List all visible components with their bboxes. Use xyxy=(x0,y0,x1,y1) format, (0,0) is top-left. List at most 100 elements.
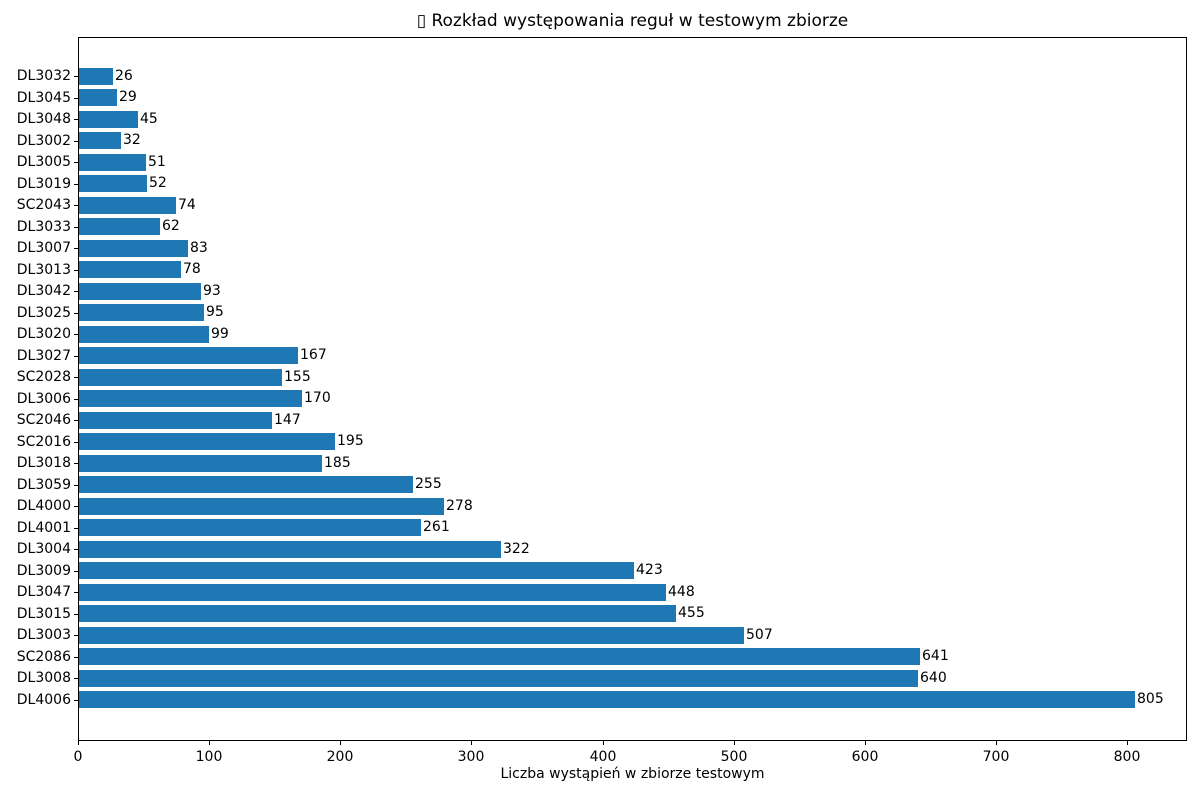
bar xyxy=(79,261,181,278)
bar-value-label: 93 xyxy=(203,283,221,299)
bar xyxy=(79,326,209,343)
bar-value-label: 261 xyxy=(423,519,450,535)
y-tick-mark xyxy=(74,141,78,142)
y-axis-category-label: DL3059 xyxy=(16,477,71,493)
bar xyxy=(79,648,920,665)
y-axis-category-label: SC2028 xyxy=(16,369,71,385)
y-tick-mark xyxy=(74,420,78,421)
y-tick-mark xyxy=(74,291,78,292)
bar xyxy=(79,498,444,515)
bar-value-label: 448 xyxy=(668,584,695,600)
bar-value-label: 322 xyxy=(503,541,530,557)
bar-value-label: 29 xyxy=(119,89,137,105)
bar xyxy=(79,283,201,300)
y-tick-mark xyxy=(74,678,78,679)
bar xyxy=(79,68,113,85)
bar-value-label: 805 xyxy=(1137,691,1164,707)
bar-value-label: 507 xyxy=(746,627,773,643)
bar xyxy=(79,154,146,171)
chart-title: ▯ Rozkład występowania reguł w testowym … xyxy=(416,11,849,31)
y-tick-mark xyxy=(74,485,78,486)
bar-value-label: 26 xyxy=(115,68,133,84)
y-axis-category-label: DL3004 xyxy=(16,541,71,557)
y-tick-mark xyxy=(74,399,78,400)
x-tick-mark xyxy=(1127,741,1128,745)
bar xyxy=(79,605,676,622)
bar xyxy=(79,412,272,429)
bar-value-label: 95 xyxy=(206,304,224,320)
y-axis-category-label: DL3047 xyxy=(16,584,71,600)
x-tick-label: 400 xyxy=(589,749,617,765)
x-tick-label: 300 xyxy=(457,749,485,765)
bar-value-label: 32 xyxy=(123,132,141,148)
x-tick-label: 200 xyxy=(326,749,354,765)
bar xyxy=(79,519,421,536)
bar-value-label: 185 xyxy=(324,455,351,471)
x-tick-mark xyxy=(996,741,997,745)
bar-value-label: 62 xyxy=(162,218,180,234)
y-axis-category-label: DL3045 xyxy=(16,90,71,106)
y-tick-mark xyxy=(74,227,78,228)
y-axis-category-label: DL4006 xyxy=(16,692,71,708)
y-tick-mark xyxy=(74,506,78,507)
bar-value-label: 51 xyxy=(148,154,166,170)
bar-value-label: 195 xyxy=(337,433,364,449)
bar xyxy=(79,670,918,687)
y-tick-mark xyxy=(74,119,78,120)
y-axis-category-label: DL3032 xyxy=(16,68,71,84)
bar-value-label: 45 xyxy=(140,111,158,127)
y-tick-mark xyxy=(74,184,78,185)
y-axis-category-label: DL3020 xyxy=(16,326,71,342)
bar xyxy=(79,433,335,450)
bar xyxy=(79,347,298,364)
y-axis-category-label: DL3048 xyxy=(16,111,71,127)
bar-value-label: 147 xyxy=(274,412,301,428)
bar xyxy=(79,627,744,644)
y-axis-category-label: DL3019 xyxy=(16,176,71,192)
y-axis-category-label: DL3025 xyxy=(16,305,71,321)
y-tick-mark xyxy=(74,592,78,593)
y-tick-mark xyxy=(74,76,78,77)
bar xyxy=(79,218,160,235)
y-axis-category-label: DL3027 xyxy=(16,348,71,364)
y-axis-category-label: DL3033 xyxy=(16,219,71,235)
x-tick-label: 100 xyxy=(195,749,223,765)
bar xyxy=(79,197,176,214)
bar-value-label: 74 xyxy=(178,197,196,213)
y-tick-mark xyxy=(74,205,78,206)
bar xyxy=(79,476,413,493)
x-tick-mark xyxy=(603,741,604,745)
bar xyxy=(79,691,1135,708)
y-axis-category-label: DL3003 xyxy=(16,627,71,643)
y-axis-category-label: DL3008 xyxy=(16,670,71,686)
y-axis-category-label: SC2046 xyxy=(16,412,71,428)
bar-value-label: 167 xyxy=(300,347,327,363)
y-axis-category-label: DL3042 xyxy=(16,283,71,299)
y-tick-mark xyxy=(74,356,78,357)
y-axis-category-label: DL4001 xyxy=(16,520,71,536)
x-tick-label: 700 xyxy=(982,749,1010,765)
y-axis-category-label: DL3006 xyxy=(16,391,71,407)
y-axis-category-label: SC2016 xyxy=(16,434,71,450)
bar xyxy=(79,240,188,257)
x-tick-mark xyxy=(340,741,341,745)
y-tick-mark xyxy=(74,571,78,572)
bar xyxy=(79,584,666,601)
bar-value-label: 278 xyxy=(446,498,473,514)
x-axis-label: Liczba wystąpień w zbiorze testowym xyxy=(500,766,765,782)
bar-value-label: 83 xyxy=(190,240,208,256)
y-axis-category-label: DL3018 xyxy=(16,455,71,471)
y-axis-category-label: DL3013 xyxy=(16,262,71,278)
y-tick-mark xyxy=(74,162,78,163)
y-axis-category-label: SC2086 xyxy=(16,649,71,665)
bar xyxy=(79,369,282,386)
y-tick-mark xyxy=(74,313,78,314)
bar xyxy=(79,390,302,407)
y-tick-mark xyxy=(74,463,78,464)
x-tick-label: 800 xyxy=(1113,749,1141,765)
bar xyxy=(79,562,634,579)
bar xyxy=(79,541,501,558)
x-tick-label: 500 xyxy=(720,749,748,765)
y-axis-category-label: DL4000 xyxy=(16,498,71,514)
x-tick-mark xyxy=(865,741,866,745)
